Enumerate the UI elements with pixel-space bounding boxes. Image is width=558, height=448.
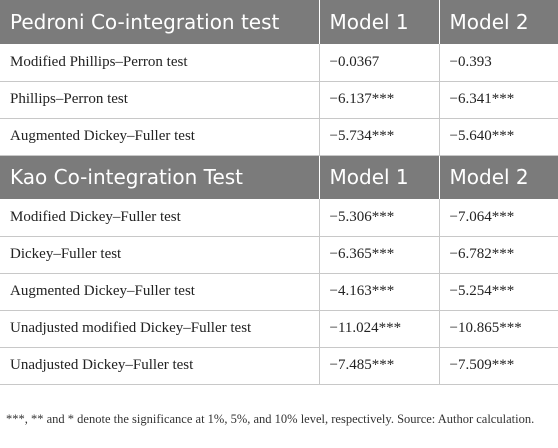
table-row: Unadjusted modified Dickey–Fuller test −…: [0, 310, 558, 348]
pedroni-model2-header: Model 2: [438, 0, 558, 44]
table-row: Phillips–Perron test −6.137*** −6.341***: [0, 81, 558, 119]
test-name: Unadjusted Dickey–Fuller test: [0, 347, 319, 385]
model1-value: −6.137***: [318, 81, 439, 119]
model2-value: −5.640***: [438, 118, 558, 156]
table-row: Augmented Dickey–Fuller test −4.163*** −…: [0, 273, 558, 311]
cointegration-table: Pedroni Co-integration test Model 1 Mode…: [0, 0, 558, 385]
model2-value: −7.509***: [438, 347, 558, 385]
table-row: Dickey–Fuller test −6.365*** −6.782***: [0, 236, 558, 274]
model1-value: −5.734***: [318, 118, 439, 156]
test-name: Modified Dickey–Fuller test: [0, 199, 319, 237]
model2-value: −10.865***: [438, 310, 558, 348]
model1-value: −6.365***: [318, 236, 439, 274]
model1-value: −7.485***: [318, 347, 439, 385]
model2-value: −6.341***: [438, 81, 558, 119]
model2-value: −5.254***: [438, 273, 558, 311]
table-row: Modified Dickey–Fuller test −5.306*** −7…: [0, 199, 558, 237]
kao-model2-header: Model 2: [438, 155, 558, 199]
model1-value: −5.306***: [318, 199, 439, 237]
table-row: Modified Phillips–Perron test −0.0367 −0…: [0, 44, 558, 82]
test-name: Phillips–Perron test: [0, 81, 319, 119]
model1-value: −0.0367: [318, 44, 439, 82]
kao-title: Kao Co-integration Test: [0, 155, 319, 199]
table-row: Augmented Dickey–Fuller test −5.734*** −…: [0, 118, 558, 156]
kao-header-row: Kao Co-integration Test Model 1 Model 2: [0, 155, 558, 199]
test-name: Augmented Dickey–Fuller test: [0, 118, 319, 156]
model2-value: −7.064***: [438, 199, 558, 237]
model2-value: −6.782***: [438, 236, 558, 274]
model1-value: −11.024***: [318, 310, 439, 348]
model1-value: −4.163***: [318, 273, 439, 311]
kao-model1-header: Model 1: [318, 155, 439, 199]
pedroni-title: Pedroni Co-integration test: [0, 0, 319, 44]
test-name: Modified Phillips–Perron test: [0, 44, 319, 82]
model2-value: −0.393: [438, 44, 558, 82]
test-name: Augmented Dickey–Fuller test: [0, 273, 319, 311]
pedroni-header-row: Pedroni Co-integration test Model 1 Mode…: [0, 0, 558, 44]
test-name: Unadjusted modified Dickey–Fuller test: [0, 310, 319, 348]
pedroni-model1-header: Model 1: [318, 0, 439, 44]
test-name: Dickey–Fuller test: [0, 236, 319, 274]
table-footnote: ***, ** and * denote the significance at…: [6, 412, 535, 426]
table-row: Unadjusted Dickey–Fuller test −7.485*** …: [0, 347, 558, 385]
